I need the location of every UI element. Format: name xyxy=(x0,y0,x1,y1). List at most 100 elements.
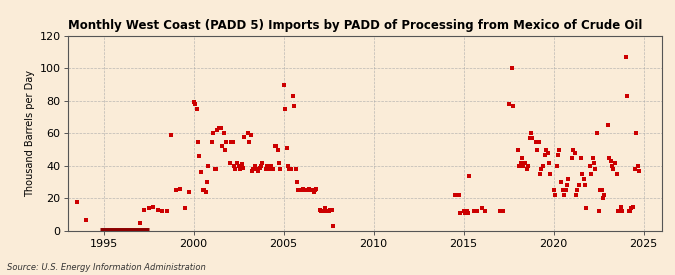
Text: Source: U.S. Energy Information Administration: Source: U.S. Energy Information Administ… xyxy=(7,263,205,272)
Point xyxy=(227,139,238,144)
Point xyxy=(624,209,635,214)
Point xyxy=(597,196,608,201)
Point xyxy=(265,164,275,168)
Point xyxy=(308,190,319,194)
Point xyxy=(566,156,577,160)
Point xyxy=(449,193,460,197)
Point xyxy=(476,206,487,210)
Point xyxy=(572,188,583,192)
Point xyxy=(143,206,154,210)
Point xyxy=(536,167,547,171)
Point xyxy=(521,167,532,171)
Point xyxy=(251,167,262,171)
Point xyxy=(242,131,253,136)
Point xyxy=(587,156,598,160)
Point xyxy=(254,165,265,170)
Point xyxy=(323,209,334,214)
Point xyxy=(219,147,230,152)
Point xyxy=(232,160,242,165)
Point xyxy=(580,183,591,188)
Point xyxy=(522,164,533,168)
Point xyxy=(584,164,595,168)
Point xyxy=(590,167,601,171)
Point xyxy=(196,170,207,175)
Point xyxy=(191,107,202,111)
Point xyxy=(622,94,632,98)
Point xyxy=(322,209,333,214)
Text: Monthly West Coast (PADD 5) Imports by PADD of Processing from Mexico of Crude O: Monthly West Coast (PADD 5) Imports by P… xyxy=(68,19,642,32)
Point xyxy=(592,131,603,136)
Point xyxy=(595,188,605,192)
Point xyxy=(281,146,292,150)
Point xyxy=(269,144,280,148)
Point xyxy=(327,224,338,228)
Point xyxy=(207,131,218,136)
Point xyxy=(203,164,214,168)
Point xyxy=(632,164,643,168)
Point xyxy=(188,100,199,105)
Point xyxy=(549,193,560,197)
Point xyxy=(602,123,613,127)
Point xyxy=(599,193,610,197)
Point xyxy=(293,188,304,192)
Point xyxy=(134,221,145,225)
Point xyxy=(515,160,526,165)
Point xyxy=(310,188,321,192)
Point xyxy=(576,172,587,176)
Point xyxy=(596,188,607,192)
Point xyxy=(617,209,628,214)
Point xyxy=(574,183,585,188)
Point xyxy=(503,102,514,106)
Point xyxy=(516,156,527,160)
Point xyxy=(200,190,211,194)
Point xyxy=(165,133,176,137)
Point xyxy=(250,164,261,168)
Point xyxy=(225,139,236,144)
Point xyxy=(479,209,490,214)
Point xyxy=(326,208,337,212)
Point xyxy=(545,172,556,176)
Point xyxy=(462,211,473,215)
Point xyxy=(157,209,167,214)
Point xyxy=(558,193,569,197)
Point xyxy=(279,107,290,111)
Point xyxy=(302,188,313,192)
Point xyxy=(273,160,284,165)
Point xyxy=(152,208,163,212)
Point xyxy=(557,188,568,192)
Point xyxy=(554,147,565,152)
Point xyxy=(217,144,227,148)
Point xyxy=(563,177,574,181)
Point xyxy=(535,172,545,176)
Point xyxy=(605,159,616,163)
Point xyxy=(212,128,223,132)
Point xyxy=(239,134,250,139)
Point xyxy=(518,164,529,168)
Point xyxy=(71,200,82,204)
Point xyxy=(626,206,637,210)
Point xyxy=(275,167,286,171)
Point xyxy=(170,188,181,192)
Point xyxy=(206,139,217,144)
Point xyxy=(508,103,518,108)
Point xyxy=(80,218,91,222)
Point xyxy=(234,167,245,171)
Point xyxy=(202,180,213,184)
Point xyxy=(215,126,226,131)
Point xyxy=(209,167,220,171)
Point xyxy=(284,167,295,171)
Point xyxy=(461,209,472,214)
Point xyxy=(553,152,564,157)
Point xyxy=(238,165,248,170)
Point xyxy=(628,204,639,209)
Point xyxy=(263,167,274,171)
Point xyxy=(538,164,549,168)
Point xyxy=(261,164,272,168)
Point xyxy=(562,183,572,188)
Point xyxy=(305,188,316,192)
Point xyxy=(198,188,209,192)
Point xyxy=(539,152,550,157)
Point xyxy=(581,206,592,210)
Point xyxy=(311,186,322,191)
Point xyxy=(575,156,586,160)
